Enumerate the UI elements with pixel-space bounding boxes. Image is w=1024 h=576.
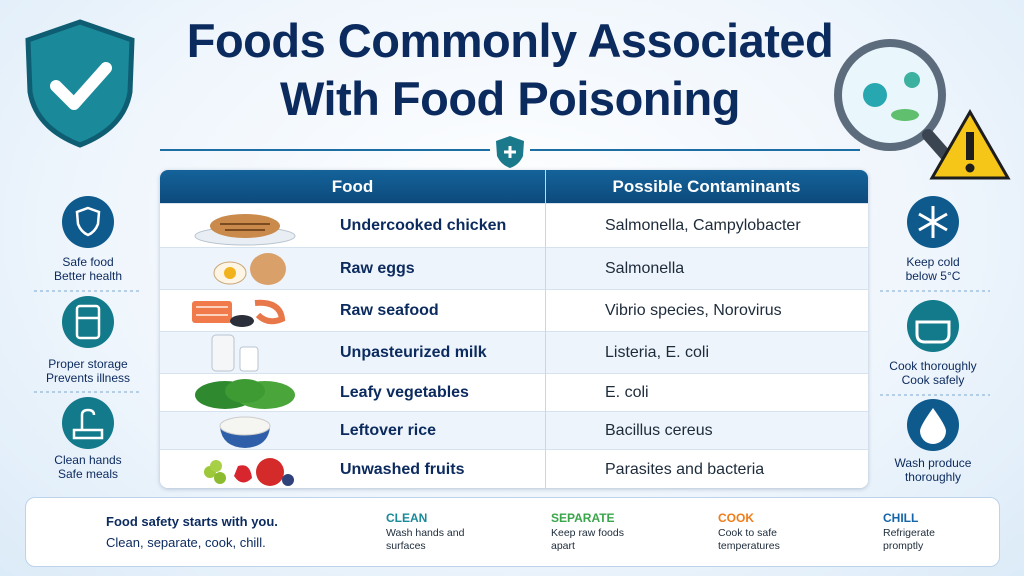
tip-line: below 5°C <box>905 269 961 283</box>
column-divider <box>545 170 546 488</box>
table-row: Unwashed fruits Parasites and bacteria <box>160 449 868 488</box>
step-text: Cook to safe <box>718 527 777 539</box>
tip-line: Better health <box>53 269 123 283</box>
step-title: SEPARATE <box>551 511 615 525</box>
food-name: Undercooked chicken <box>340 217 507 234</box>
step-title: COOK <box>718 511 754 525</box>
food-image <box>195 379 295 409</box>
table-row: Unpasteurized milk Listeria, E. coli <box>160 331 868 374</box>
food-image <box>192 299 286 327</box>
step-text: promptly <box>883 540 924 552</box>
title-line: With Food Poisoning <box>280 72 740 125</box>
tip-line: Cook thoroughly <box>889 359 977 373</box>
food-name: Raw seafood <box>340 302 439 319</box>
food-name: Unwashed fruits <box>340 461 465 478</box>
step-text: apart <box>551 540 575 552</box>
tip-line: thoroughly <box>904 470 962 484</box>
contaminant: Vibrio species, Norovirus <box>605 302 782 319</box>
food-name: Leafy vegetables <box>340 384 469 401</box>
contaminant: E. coli <box>605 384 649 401</box>
motto: Clean, separate, cook, chill. <box>106 535 266 550</box>
tip-line: Safe food <box>62 255 114 269</box>
contaminant: Listeria, E. coli <box>605 344 710 361</box>
table-header <box>160 170 868 203</box>
contaminant: Parasites and bacteria <box>605 461 765 478</box>
table-row: Raw seafood Vibrio species, Norovirus <box>160 289 868 332</box>
food-image <box>194 214 296 246</box>
side-tip: Clean hands Safe meals <box>23 453 153 481</box>
contaminant: Salmonella, Campylobacter <box>605 217 801 234</box>
contaminant: Bacillus cereus <box>605 422 713 439</box>
contaminant: Salmonella <box>605 260 685 277</box>
column-header: Possible Contaminants <box>612 177 801 196</box>
magnifier <box>834 39 946 151</box>
column-header: Food <box>331 177 374 196</box>
food-name: Unpasteurized milk <box>340 344 487 361</box>
table-row: Leafy vegetables E. coli <box>160 373 868 412</box>
food-image <box>213 253 286 285</box>
table-row: Raw eggs Salmonella <box>160 247 868 290</box>
food-image <box>211 334 259 372</box>
tip-line: Keep cold <box>906 255 960 269</box>
step-text: Wash hands and <box>386 527 465 539</box>
food-name: Leftover rice <box>340 422 437 439</box>
step-text: temperatures <box>718 540 780 552</box>
side-tip: Wash produce thoroughly <box>868 456 998 484</box>
footer: Food safety starts with you. Clean, sepa… <box>25 497 1000 567</box>
side-tip: Safe food Better health <box>23 255 153 283</box>
side-tip: Cook thoroughly Cook safely <box>868 359 998 387</box>
title: Foods Commonly Associated With Food Pois… <box>150 12 870 128</box>
right-icons <box>880 196 990 451</box>
tip-line: Proper storage <box>48 357 128 371</box>
tip-line: Clean hands <box>54 453 122 467</box>
food-image <box>204 457 294 486</box>
step-text: Keep raw foods <box>551 527 624 539</box>
tip-line: Cook safely <box>901 373 965 387</box>
food-table: Food Possible Contaminants Undercooked c… <box>160 170 868 488</box>
tip-line: Safe meals <box>57 467 119 481</box>
tip-line: Prevents illness <box>45 371 131 385</box>
step-title: CHILL <box>883 511 919 525</box>
title-line: Foods Commonly Associated <box>186 14 834 67</box>
side-tip: Proper storage Prevents illness <box>23 357 153 385</box>
step-text: Refrigerate <box>883 527 935 539</box>
food-image <box>219 416 271 448</box>
step-title: CLEAN <box>386 511 428 525</box>
table-row: Undercooked chicken Salmonella, Campyloba… <box>160 203 868 248</box>
food-name: Raw eggs <box>340 260 415 277</box>
table-row: Leftover rice Bacillus cereus <box>160 411 868 450</box>
step-text: surfaces <box>386 540 426 552</box>
side-tip: Keep cold below 5°C <box>868 255 998 283</box>
shield-logo <box>25 19 135 148</box>
motto: Food safety starts with you. <box>106 514 278 529</box>
left-icons <box>34 196 142 449</box>
tip-line: Wash produce <box>894 456 972 470</box>
